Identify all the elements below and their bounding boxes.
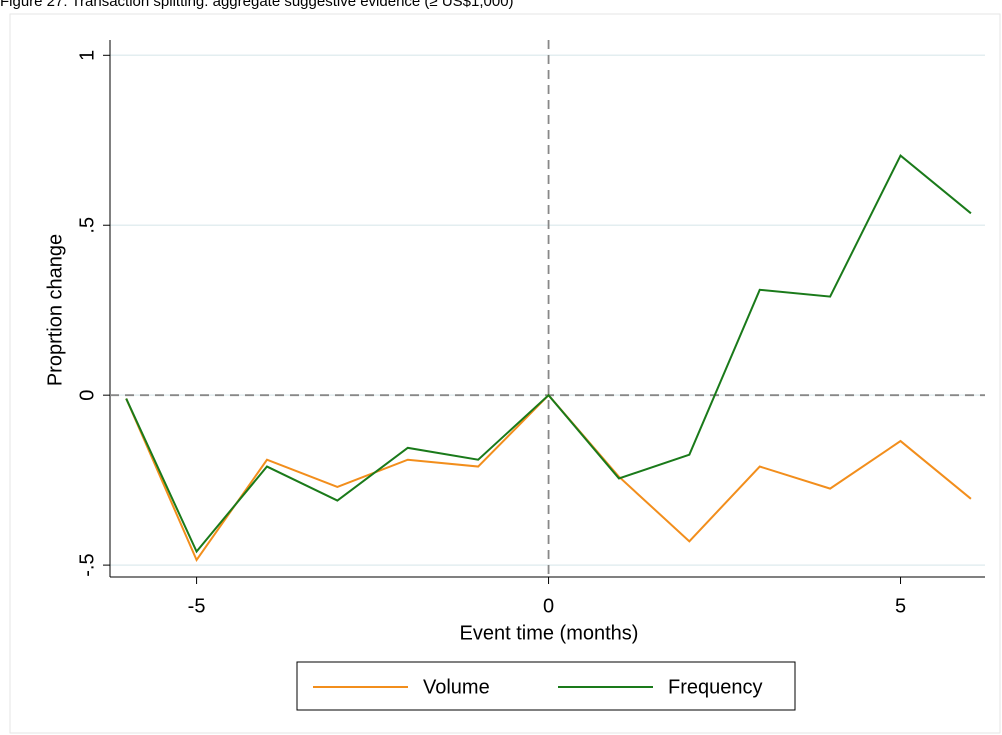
x-axis-label: Event time (months) [460, 622, 639, 644]
legend: Volume Frequency [296, 661, 796, 711]
legend-label: Frequency [668, 676, 763, 698]
x-tick-label: -5 [188, 595, 206, 617]
x-tick-label: 5 [895, 595, 906, 617]
y-tick-label: -.5 [76, 553, 98, 576]
x-tick-label: 0 [543, 595, 554, 617]
chart-frame [9, 13, 1001, 734]
y-axis-label: Proprtion change [44, 234, 66, 386]
y-tick-label: .5 [76, 217, 98, 234]
y-tick-label: 0 [76, 390, 98, 401]
y-tick-label: 1 [76, 50, 98, 61]
series-line [125, 153, 972, 554]
legend-label: Volume [423, 676, 490, 698]
chart-title: Figure 27: Transaction splitting: aggreg… [0, 0, 514, 10]
